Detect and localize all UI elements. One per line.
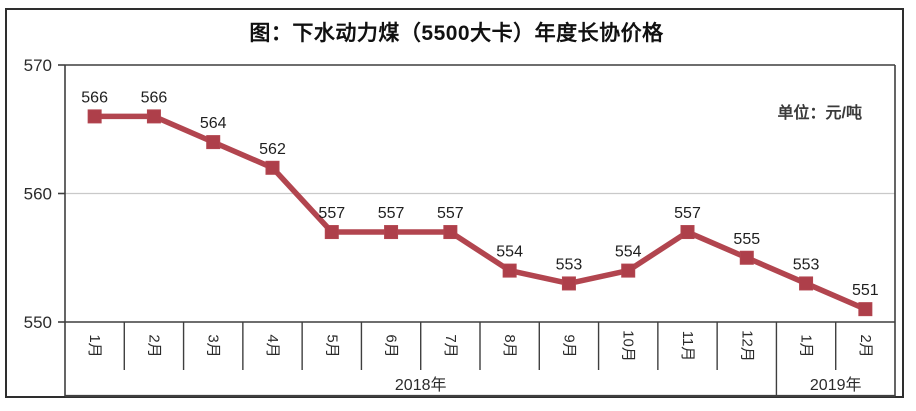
x-tick-label: 12月	[738, 330, 755, 362]
data-label: 566	[141, 89, 168, 106]
year-label: 2019年	[810, 376, 862, 394]
x-tick-label: 10月	[620, 330, 637, 362]
x-tick-label: 9月	[560, 334, 577, 357]
data-label: 557	[318, 205, 345, 222]
data-label: 557	[378, 205, 405, 222]
data-point-marker	[265, 160, 280, 175]
y-tick-label: 570	[24, 56, 52, 75]
x-tick-label: 4月	[264, 334, 281, 357]
data-point-marker	[324, 225, 339, 240]
x-tick-label: 5月	[323, 334, 340, 357]
figure-frame	[5, 8, 904, 398]
series-line	[91, 113, 869, 312]
x-tick-label: 2月	[857, 334, 874, 357]
data-point-marker	[621, 263, 636, 278]
data-point-marker	[443, 225, 458, 240]
data-point-marker	[739, 250, 754, 265]
x-tick-label: 11月	[679, 331, 696, 362]
y-tick-label: 560	[24, 185, 52, 204]
data-point-marker	[87, 109, 102, 124]
x-tick-label: 6月	[383, 334, 400, 357]
data-label: 564	[200, 115, 227, 132]
data-label: 555	[733, 231, 760, 248]
x-tick-label: 2月	[145, 334, 162, 357]
data-label: 553	[556, 256, 583, 273]
x-tick-label: 7月	[442, 334, 459, 357]
x-tick-label: 8月	[501, 334, 518, 357]
x-tick-label: 1月	[86, 334, 103, 357]
x-tick-label: 3月	[205, 334, 222, 357]
chart-title: 图：下水动力煤（5500大卡）年度长协价格	[249, 22, 664, 45]
data-label: 557	[437, 205, 464, 222]
year-label: 2018年	[395, 376, 447, 394]
data-label: 554	[496, 244, 523, 261]
data-point-marker	[799, 276, 814, 291]
data-point-marker	[858, 302, 873, 317]
data-point-marker	[561, 276, 576, 291]
data-label: 551	[852, 282, 879, 299]
y-tick-label: 550	[24, 313, 52, 332]
data-label: 562	[259, 141, 286, 158]
data-label: 553	[793, 256, 820, 273]
data-point-marker	[680, 225, 695, 240]
data-point-marker	[384, 225, 399, 240]
data-label: 566	[81, 89, 108, 106]
data-label: 557	[674, 205, 701, 222]
data-point-marker	[146, 109, 161, 124]
unit-label: 单位：元/吨	[777, 105, 862, 122]
data-point-marker	[206, 135, 221, 150]
x-tick-label: 1月	[798, 334, 815, 357]
data-point-marker	[502, 263, 517, 278]
data-label: 554	[615, 244, 642, 261]
